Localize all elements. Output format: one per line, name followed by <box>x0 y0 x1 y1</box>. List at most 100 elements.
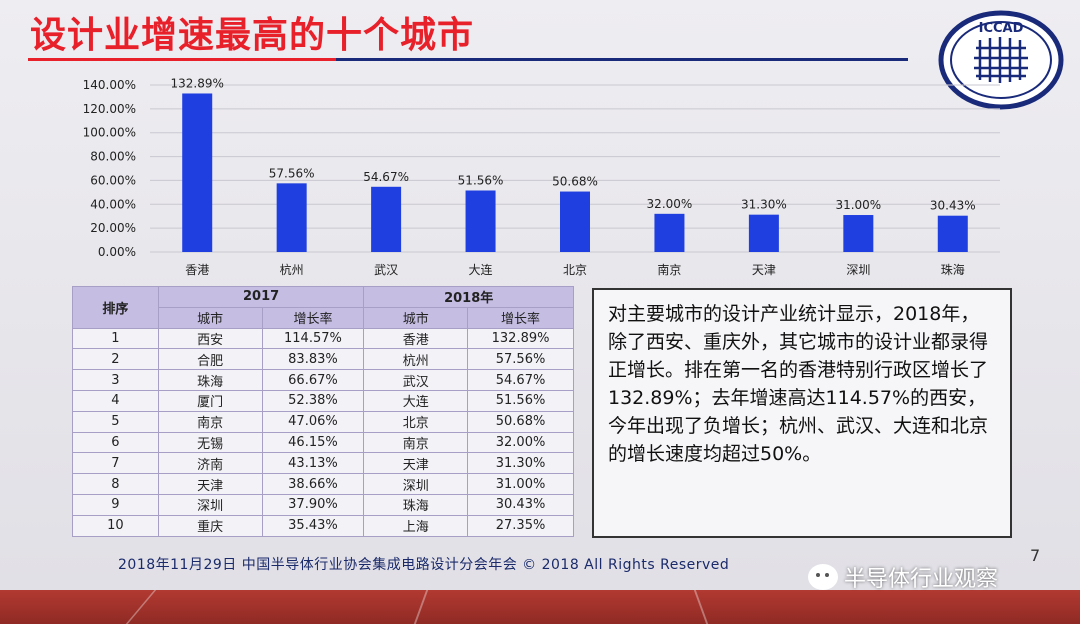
slide-title: 设计业增速最高的十个城市 <box>30 15 475 56</box>
table-cell-city2017: 深圳 <box>157 493 263 516</box>
data-label: 50.68% <box>552 175 598 189</box>
summary-textbox: 对主要城市的设计产业统计显示，2018年，除了西安、重庆外，其它城市的设计业都录… <box>592 288 1012 538</box>
table-cell-rate2018: 31.00% <box>467 473 574 495</box>
data-label: 51.56% <box>458 173 504 187</box>
iccad-logo-icon: ICCAD <box>938 10 1064 110</box>
bar-天津 <box>748 214 779 252</box>
table-cell-rate2017: 38.66% <box>261 473 365 495</box>
y-axis-ticks: 0.00% 20.00% 40.00% 60.00% 80.00% 100.00% 120.… <box>83 78 136 259</box>
table-cell-city2018: 大连 <box>363 389 469 412</box>
data-label: 30.43% <box>930 199 976 213</box>
table-cell-city2017: 无锡 <box>157 431 263 454</box>
x-tick-label: 大连 <box>469 262 493 277</box>
x-tick-label: 武汉 <box>374 263 398 277</box>
table-row: 1 西安 114.57% 香港 132.89% <box>72 327 574 350</box>
table-cell-rate2018: 50.68% <box>467 410 574 433</box>
table-cell-rate2018: 30.43% <box>467 493 574 516</box>
bar-chart: 0.00% 20.00% 40.00% 60.00% 80.00% 100.00% 120.… <box>83 76 1000 277</box>
table-cell-city2018: 杭州 <box>363 348 469 371</box>
table-cell-rank: 8 <box>72 473 159 495</box>
ranking-table: 排序 2017 2018年 城市 增长率 城市 增长率 1 西安 114.57% 香港… <box>72 286 574 537</box>
city-header-2017: 城市 <box>157 306 263 329</box>
table-row: 5 南京 47.06% 北京 50.68% <box>72 410 574 433</box>
table-row: 8 天津 38.66% 深圳 31.00% <box>72 473 574 495</box>
data-label: 31.00% <box>835 198 881 212</box>
ranking-table-wrap: 排序 2017 2018年 城市 增长率 城市 增长率 1 西安 114.57% 香港… <box>72 286 574 537</box>
table-cell-city2017: 西安 <box>157 327 263 350</box>
bar-大连 <box>465 190 496 252</box>
bar-武汉 <box>371 186 402 252</box>
table-cell-city2017: 重庆 <box>157 514 263 537</box>
bar-珠海 <box>937 215 968 252</box>
table-cell-rate2018: 32.00% <box>467 431 574 454</box>
bar-南京 <box>654 213 685 252</box>
table-row: 10 重庆 35.43% 上海 27.35% <box>72 514 574 537</box>
wechat-icon <box>808 564 838 590</box>
table-row: 4 厦门 52.38% 大连 51.56% <box>72 389 574 412</box>
x-tick-label: 香港 <box>185 263 209 277</box>
x-axis-ticks: 香港 杭州 武汉 大连 北京 南京 天津 深圳 珠海 <box>185 262 965 277</box>
bar-深圳 <box>843 215 874 252</box>
growth-header-2017: 增长率 <box>261 306 365 329</box>
table-cell-rank: 1 <box>72 327 159 350</box>
data-label: 32.00% <box>647 197 693 211</box>
y-tick-label: 120.00% <box>83 102 136 116</box>
table-cell-rate2018: 132.89% <box>467 327 574 350</box>
table-cell-rate2018: 31.30% <box>467 452 574 475</box>
table-cell-rank: 10 <box>72 514 159 537</box>
table-cell-rate2017: 46.15% <box>261 431 365 454</box>
table-cell-city2017: 天津 <box>157 473 263 495</box>
y-tick-label: 100.00% <box>83 126 136 140</box>
y-tick-label: 60.00% <box>90 173 136 187</box>
watermark-text: 半导体行业观察 <box>844 567 999 592</box>
table-cell-city2018: 南京 <box>363 431 469 454</box>
bar-香港 <box>182 93 213 252</box>
table-cell-rate2017: 66.67% <box>261 369 365 391</box>
y-tick-label: 140.00% <box>83 78 136 92</box>
table-cell-rank: 6 <box>72 431 159 454</box>
table-row: 9 深圳 37.90% 珠海 30.43% <box>72 493 574 516</box>
y-tick-label: 80.00% <box>90 150 136 164</box>
table-cell-city2018: 深圳 <box>363 473 469 495</box>
table-cell-rate2018: 27.35% <box>467 514 574 537</box>
growth-header-2018: 增长率 <box>467 306 574 329</box>
table-cell-city2018: 天津 <box>363 452 469 475</box>
logo-text: ICCAD <box>979 21 1024 36</box>
x-tick-label: 南京 <box>657 262 681 277</box>
floor-background <box>0 590 1080 624</box>
table-row: 2 合肥 83.83% 杭州 57.56% <box>72 348 574 371</box>
x-tick-label: 深圳 <box>846 263 870 277</box>
chart-data-labels: 132.89% 57.56% 54.67% 51.56% 50.68% 32.00% 31.… <box>171 76 976 212</box>
page-number: 7 <box>1030 546 1041 565</box>
table-cell-city2018: 珠海 <box>363 493 469 516</box>
table-row: 7 济南 43.13% 天津 31.30% <box>72 452 574 475</box>
table-cell-rank: 9 <box>72 493 159 516</box>
table-cell-city2018: 北京 <box>363 410 469 433</box>
bar-北京 <box>560 191 590 252</box>
ranking-table-body: 1 西安 114.57% 香港 132.89% 2 合肥 83.83% 杭州 57.56% 3 珠海 6… <box>72 327 574 537</box>
table-cell-rate2018: 57.56% <box>467 348 574 371</box>
chart-bars <box>182 93 968 252</box>
watermark: 半导体行业观察 <box>808 560 998 594</box>
y-tick-label: 40.00% <box>90 197 136 211</box>
table-cell-rank: 7 <box>72 452 159 475</box>
table-cell-rate2018: 54.67% <box>467 369 574 391</box>
table-cell-city2017: 珠海 <box>157 369 263 391</box>
table-cell-rank: 5 <box>72 410 159 433</box>
city-header-2018: 城市 <box>363 306 469 329</box>
x-tick-label: 珠海 <box>941 262 965 277</box>
table-cell-city2017: 厦门 <box>157 389 263 412</box>
slide-footer: 2018年11月29日 中国半导体行业协会集成电路设计分会年会 © 2018 A… <box>118 557 730 573</box>
y-tick-label: 0.00% <box>98 245 136 259</box>
table-cell-city2017: 合肥 <box>157 348 263 371</box>
table-cell-rate2017: 35.43% <box>261 514 365 537</box>
table-cell-rate2017: 114.57% <box>261 327 365 350</box>
y-tick-label: 20.00% <box>90 221 136 235</box>
table-cell-city2018: 香港 <box>363 327 469 350</box>
table-cell-city2018: 武汉 <box>363 369 469 391</box>
table-cell-rate2017: 37.90% <box>261 493 365 516</box>
table-cell-rate2017: 52.38% <box>261 389 365 412</box>
year-2017-header: 2017 <box>157 286 365 308</box>
x-tick-label: 北京 <box>563 263 587 277</box>
table-cell-rank: 3 <box>72 369 159 391</box>
